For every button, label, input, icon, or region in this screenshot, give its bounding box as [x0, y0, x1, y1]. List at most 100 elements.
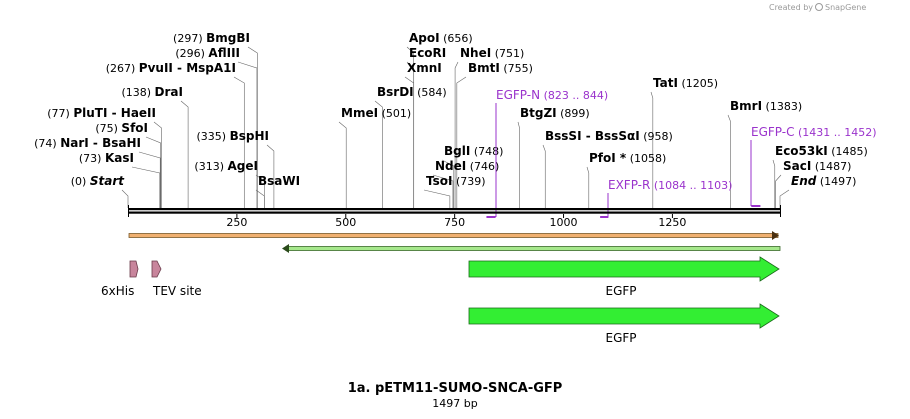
site-bgli: BglI (748)	[444, 144, 503, 158]
site-name: MmeI	[341, 106, 378, 120]
site-name: PvuII	[139, 61, 173, 75]
site-line-drai	[180, 100, 189, 208]
site-position: (138)	[121, 86, 151, 99]
snapgene-credit: Created by SnapGene	[769, 3, 866, 12]
site-name: ApoI	[409, 31, 440, 45]
site-position: (74)	[34, 137, 57, 150]
site-name-2: BsaHI	[102, 136, 141, 150]
site-afliii: (296) AflIII	[175, 46, 240, 60]
green-feature-arrowhead	[282, 244, 289, 253]
site-name: BmgBI	[206, 31, 250, 45]
site-name-2: BssSαI	[595, 129, 640, 143]
site-btgzi: BtgZI (899)	[520, 106, 590, 120]
site-label-xmni: XmnI	[407, 61, 442, 75]
site-line-bmgbi	[247, 46, 258, 208]
site-label-bmti: BmtI (755)	[468, 61, 533, 75]
site-label-nari: (74) NarI - BsaHI	[34, 136, 141, 150]
primer-name: EGFP-C	[751, 125, 794, 139]
site-line-bsawi	[255, 189, 265, 208]
site-label-bsphi: (335) BspHI	[197, 129, 269, 143]
site-line-tati	[650, 91, 654, 208]
site-line-pluti	[153, 121, 162, 208]
green-feature-bar	[285, 246, 781, 251]
site-label-tati: TatI (1205)	[653, 76, 718, 90]
site-position: (746)	[470, 160, 500, 173]
site-label-pfoi: PfoI * (1058)	[589, 151, 666, 165]
site-line-ecori	[406, 61, 415, 208]
site-line-start	[121, 189, 129, 208]
site-position: (77)	[47, 107, 70, 120]
site-label-saci: SacI (1487)	[783, 159, 851, 173]
separator: -	[582, 129, 595, 143]
site-position: (748)	[474, 145, 504, 158]
site-name: BsaWI	[258, 174, 300, 188]
site-line-bsssi	[542, 144, 546, 208]
ruler-tick-label: 250	[226, 216, 247, 229]
site-line-bmri	[727, 114, 731, 208]
site-name: End	[791, 174, 817, 188]
site-label-mmei: MmeI (501)	[341, 106, 411, 120]
site-label-nhei: NheI (751)	[460, 46, 524, 60]
site-name: NheI	[460, 46, 491, 60]
site-position: (584)	[417, 86, 447, 99]
ruler: 250 500 750 1000 1250	[226, 214, 686, 229]
ruler-tick-label: 1000	[550, 216, 578, 229]
site-name: BtgZI	[520, 106, 557, 120]
site-line-sfoi	[145, 136, 161, 208]
site-name: BsrDI	[377, 85, 414, 99]
site-name: AflIII	[208, 46, 240, 60]
site-position: (755)	[503, 62, 533, 75]
ruler-tick-label: 750	[444, 216, 465, 229]
site-position: (1383)	[766, 100, 803, 113]
primer-name: EXFP-R	[608, 178, 650, 192]
primer-label: EXFP-R (1084 .. 1103)	[608, 178, 732, 192]
site-name: NarI	[60, 136, 89, 150]
site-position: (1487)	[815, 160, 852, 173]
site-name: SacI	[783, 159, 811, 173]
site-kasi: (73) KasI	[79, 151, 134, 165]
site-position: (1485)	[831, 145, 868, 158]
site-name: BspHI	[230, 129, 269, 143]
site-label-bmri: BmrI (1383)	[730, 99, 802, 113]
site-position: (75)	[95, 122, 118, 135]
site-drai: (138) DraI	[121, 85, 183, 99]
site-bsawi: BsaWI	[258, 174, 300, 188]
primer-label: EGFP-C (1431 .. 1452)	[751, 125, 877, 139]
site-label-kasi: (73) KasI	[79, 151, 134, 165]
credit-prefix: Created by	[769, 3, 813, 12]
site-label-ecori: EcoRI	[409, 46, 446, 60]
site-lines	[121, 46, 790, 208]
site-position: (751)	[495, 47, 525, 60]
site-name: BmtI	[468, 61, 500, 75]
site-position: (1058)	[630, 152, 667, 165]
site-position: (267)	[106, 62, 136, 75]
site-agei: (313) AgeI	[194, 159, 258, 173]
primer-egfp-c: EGFP-C (1431 .. 1452)	[750, 125, 877, 207]
site-bmti: BmtI (755)	[468, 61, 533, 75]
primer-range: (823 .. 844)	[544, 89, 609, 102]
site-bsssi: BssSI - BssSαI (958)	[545, 129, 673, 143]
separator: -	[107, 106, 120, 120]
site-pvuii: (267) PvuII - MspA1I	[106, 61, 236, 75]
ruler-tick-label: 500	[335, 216, 356, 229]
site-name: Start	[90, 174, 125, 188]
site-position: (1205)	[681, 77, 718, 90]
site-label-bsssi: BssSI - BssSαI (958)	[545, 129, 673, 143]
egfp-label: EGFP	[605, 331, 636, 345]
site-position: (73)	[79, 152, 102, 165]
site-bmgbi: (297) BmgBI	[173, 31, 250, 45]
site-eco53ki: Eco53kI (1485)	[775, 144, 868, 158]
tev-site-label: TEV site	[152, 284, 202, 298]
egfp-arrow	[468, 303, 780, 329]
map-subtitle: 1497 bp	[432, 397, 477, 410]
primer-bar	[600, 216, 609, 218]
site-line-bgli	[441, 159, 455, 208]
orange-feature-arrowhead	[772, 231, 779, 240]
site-name: XmnI	[407, 61, 442, 75]
site-labels: (0) Start(73) KasI(74) NarI - BsaHI(75) …	[34, 31, 868, 188]
site-label-drai: (138) DraI	[121, 85, 183, 99]
primer-label: EGFP-N (823 .. 844)	[496, 88, 608, 102]
site-position: (296)	[175, 47, 205, 60]
site-tsoi: TsoI (739)	[426, 174, 486, 188]
